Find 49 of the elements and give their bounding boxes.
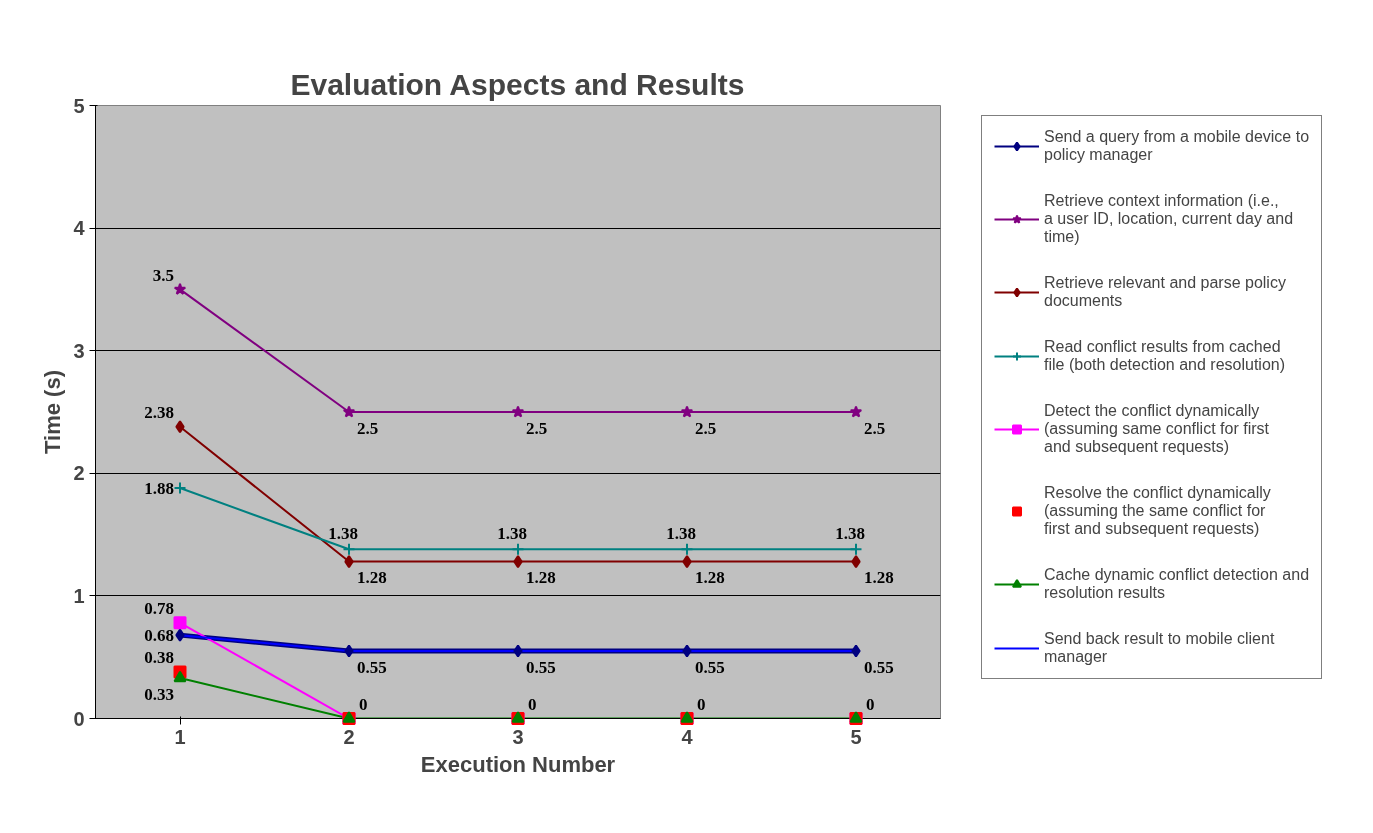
y-tick-label: 4 (73, 217, 86, 240)
legend-label: Resolve the conflict dynamically (assuming the same conflict for first and subsequent requests) (1044, 484, 1271, 538)
x-tick-label: 1 (174, 725, 186, 748)
x-tick-label: 4 (681, 725, 694, 748)
data-label: 1.38 (497, 523, 527, 543)
data-label: 0.55 (526, 657, 556, 677)
x-axis-title: Execution Number (420, 751, 616, 777)
data-label: 1.38 (666, 523, 696, 543)
legend-label: Send a query from a mobile device to policy manager (1044, 128, 1310, 164)
legend-label: Send back result to mobile client manager (1044, 630, 1275, 666)
legend-label: Retrieve relevant and parse policy documents (1044, 274, 1286, 310)
data-label: 0.55 (864, 657, 894, 677)
data-label: 0.38 (144, 648, 174, 668)
data-label: 0.55 (357, 657, 387, 677)
data-label: 1.38 (328, 523, 358, 543)
data-label: 2.38 (144, 403, 174, 423)
data-label: 0.68 (144, 625, 174, 645)
y-tick-label: 1 (73, 584, 85, 607)
y-tick-label: 3 (73, 339, 85, 362)
data-label: 1.38 (835, 523, 865, 543)
chart-title: Evaluation Aspects and Results (290, 67, 745, 101)
data-label: 0 (697, 695, 706, 714)
data-label: 2.5 (526, 418, 548, 438)
legend-label: Read conflict results from cached file (both detection and resolution) (1044, 338, 1286, 374)
legend-label: Cache dynamic conflict detection and resolution results (1044, 566, 1310, 602)
y-tick-label: 5 (73, 94, 85, 117)
y-axis-title: Time (s) (40, 370, 66, 454)
data-label: 2.5 (695, 418, 717, 438)
data-label: 3.5 (152, 265, 174, 285)
data-label: 0 (528, 695, 537, 714)
data-label: 1.28 (526, 568, 556, 588)
y-tick-label: 0 (73, 707, 85, 730)
x-tick-label: 3 (512, 725, 524, 748)
data-label: 0.78 (144, 599, 174, 619)
x-tick-label: 5 (850, 725, 862, 748)
data-label: 0 (866, 695, 875, 714)
data-label: 0.55 (695, 657, 725, 677)
data-label: 2.5 (864, 418, 886, 438)
data-label: 1.28 (357, 568, 387, 588)
x-tick-label: 2 (343, 725, 355, 748)
legend-label: Retrieve context information (i.e., a user ID, location, current day and time) (1044, 192, 1294, 246)
y-tick-label: 2 (73, 462, 85, 485)
legend-label: Detect the conflict dynamically (assuming same conflict for first and subsequent requests) (1044, 402, 1269, 456)
data-label: 0 (359, 695, 368, 714)
data-label: 1.88 (144, 478, 174, 498)
data-label: 1.28 (695, 568, 725, 588)
data-label: 1.28 (864, 568, 894, 588)
data-label: 2.5 (357, 418, 379, 438)
data-label: 0.33 (144, 684, 174, 704)
